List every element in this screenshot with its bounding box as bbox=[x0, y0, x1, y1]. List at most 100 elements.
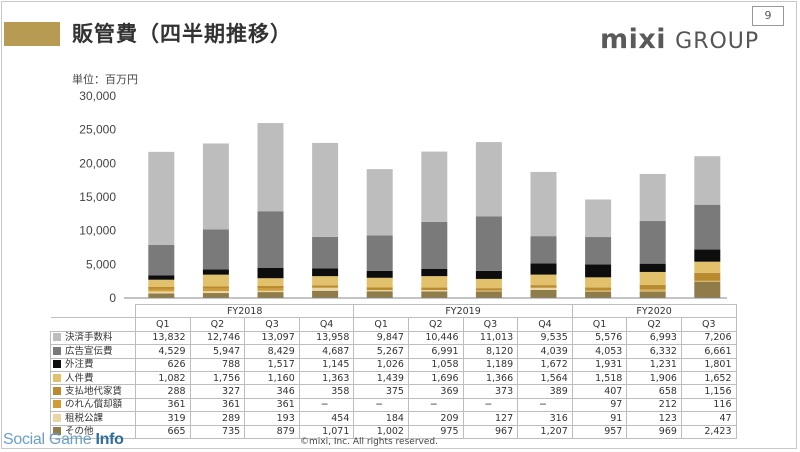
table-cell: 1,518 bbox=[571, 370, 628, 386]
table-cell: − bbox=[353, 397, 409, 413]
table-cell: 5,576 bbox=[571, 330, 628, 346]
table-cell: − bbox=[298, 397, 355, 413]
table-cell: 967 bbox=[462, 424, 519, 439]
bar-segment bbox=[202, 269, 229, 275]
series-label: その他 bbox=[50, 424, 136, 439]
table-cell: 13,832 bbox=[135, 330, 191, 346]
table-cell: 123 bbox=[626, 411, 682, 426]
table-cell: 879 bbox=[244, 424, 300, 439]
bar-segment bbox=[694, 281, 721, 298]
bar-segment bbox=[366, 290, 393, 292]
table-cell: 8,429 bbox=[244, 344, 300, 359]
bar-segment bbox=[312, 142, 339, 237]
y-tick-label: 20,000 bbox=[79, 156, 116, 170]
bar-segment bbox=[639, 290, 666, 292]
bar-segment bbox=[639, 173, 666, 222]
table-cell: 1,672 bbox=[517, 357, 573, 372]
table-cell: 13,958 bbox=[298, 330, 355, 346]
bar-segment bbox=[421, 276, 448, 288]
table-cell: 373 bbox=[462, 384, 519, 399]
y-tick-label: 10,000 bbox=[79, 224, 116, 238]
table-row: 支払地代家賃 288 327 346 358 375 369 373 389 407 658 1,15… bbox=[50, 384, 737, 399]
table-cell: 346 bbox=[244, 384, 300, 399]
bar-segment bbox=[639, 263, 666, 272]
legend-swatch bbox=[53, 333, 61, 342]
legend-swatch bbox=[53, 373, 61, 382]
bar-segment bbox=[312, 285, 339, 288]
quarter-header: Q1 bbox=[571, 317, 628, 332]
bar-segment bbox=[421, 221, 448, 269]
table-cell: 4,687 bbox=[298, 344, 355, 359]
table-cell: 127 bbox=[462, 411, 519, 426]
watermark: Social Game Info bbox=[3, 431, 124, 449]
table-row: 外注費 626 788 1,517 1,145 1,026 1,058 1,189 1,672 1… bbox=[50, 357, 737, 372]
bar-segment bbox=[148, 288, 175, 292]
bar-segment bbox=[257, 288, 284, 291]
quarter-header: Q3 bbox=[680, 317, 737, 332]
table-cell: 1,231 bbox=[626, 357, 682, 372]
mixi-group-logo: mixi GROUP bbox=[600, 24, 759, 55]
series-label: 人件費 bbox=[50, 370, 136, 386]
quarter-header: Q2 bbox=[407, 317, 464, 332]
legend-swatch bbox=[53, 413, 61, 422]
table-cell: 184 bbox=[353, 411, 409, 426]
table-cell: 1,082 bbox=[135, 370, 191, 386]
bar-segment bbox=[639, 221, 666, 264]
table-cell: 319 bbox=[135, 411, 191, 426]
bar-segment bbox=[694, 280, 721, 282]
legend-swatch bbox=[53, 346, 61, 355]
table-cell: 369 bbox=[407, 384, 464, 399]
bar-segment bbox=[421, 291, 448, 298]
bar-segment bbox=[530, 236, 557, 264]
table-cell: 2,423 bbox=[680, 424, 737, 439]
table-cell: 1,363 bbox=[298, 370, 355, 386]
table-cell: 407 bbox=[571, 384, 628, 399]
table-cell: 289 bbox=[189, 411, 246, 426]
table-cell: 626 bbox=[135, 357, 191, 372]
logo-main: mixi bbox=[600, 24, 667, 55]
legend-swatch bbox=[53, 387, 61, 396]
table-cell: 975 bbox=[407, 424, 464, 439]
bar-segment bbox=[202, 286, 229, 289]
bar-segment bbox=[530, 274, 557, 286]
bar-segment bbox=[257, 123, 284, 212]
table-cell: 1,906 bbox=[626, 370, 682, 386]
table-cell: 9,847 bbox=[353, 330, 409, 346]
table-row: のれん償却額 361 361 361− − − − −97 212 116 bbox=[50, 397, 737, 413]
series-label: 外注費 bbox=[50, 357, 136, 372]
bar-segment bbox=[475, 142, 502, 217]
bar-segment bbox=[202, 143, 229, 230]
table-cell: 288 bbox=[135, 384, 191, 399]
bar-segment bbox=[366, 287, 393, 291]
quarter-header: Q1 bbox=[353, 317, 409, 332]
bar-segment bbox=[202, 291, 229, 294]
bar-segment bbox=[475, 270, 502, 279]
bar-segment bbox=[148, 293, 175, 298]
series-name: 支払地代家賃 bbox=[65, 386, 123, 398]
bar-segment bbox=[475, 216, 502, 271]
table-corner bbox=[50, 304, 136, 319]
table-cell: 327 bbox=[189, 384, 246, 399]
bar-segment bbox=[366, 277, 393, 288]
table-row: 広告宣伝費 4,529 5,947 8,429 4,687 5,267 6,991 8,120… bbox=[50, 344, 737, 359]
bar-segment bbox=[585, 290, 612, 291]
table-cell: 11,013 bbox=[462, 330, 519, 346]
table-cell: 1,207 bbox=[517, 424, 573, 439]
table-cell: 1,160 bbox=[244, 370, 300, 386]
bar-segment bbox=[639, 289, 666, 291]
y-tick-label: 15,000 bbox=[79, 190, 116, 204]
bar-segment bbox=[639, 291, 666, 298]
bar-segment bbox=[202, 288, 229, 292]
quarter-header: Q4 bbox=[298, 317, 355, 332]
bar-segment bbox=[585, 290, 612, 292]
quarter-header: Q1 bbox=[135, 317, 191, 332]
logo-sub: GROUP bbox=[675, 29, 760, 54]
bar-segment bbox=[421, 268, 448, 277]
y-tick-label: 5,000 bbox=[86, 257, 116, 271]
y-tick-label: 0 bbox=[109, 291, 116, 304]
table-cell: 1,366 bbox=[462, 370, 519, 386]
table-cell: 361 bbox=[135, 397, 191, 413]
table-cell: − bbox=[517, 397, 573, 413]
bar-segment bbox=[312, 276, 339, 286]
